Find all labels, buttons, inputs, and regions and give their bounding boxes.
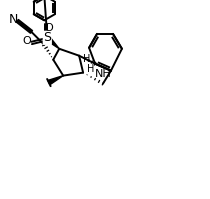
Text: O: O	[23, 36, 31, 46]
Text: S: S	[43, 31, 51, 44]
Text: H: H	[87, 64, 94, 74]
Text: NH: NH	[95, 69, 112, 79]
Text: N: N	[9, 13, 18, 26]
Text: O: O	[44, 23, 53, 33]
Text: H: H	[83, 54, 91, 64]
Polygon shape	[46, 36, 59, 49]
Polygon shape	[48, 76, 63, 85]
